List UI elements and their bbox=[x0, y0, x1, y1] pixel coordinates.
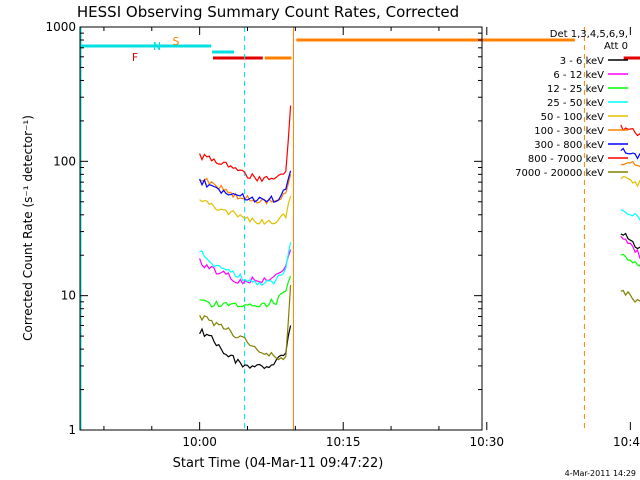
legend-label-6: 300 - 800 keV bbox=[534, 140, 604, 151]
legend-header-0: Det 1,3,4,5,6,9, bbox=[550, 29, 628, 40]
legend-label-4: 50 - 100 keV bbox=[541, 112, 605, 123]
x-tick-label-3: 10:45 bbox=[613, 435, 640, 449]
y-tick-label-2: 100 bbox=[53, 154, 76, 168]
plot-frame bbox=[79, 26, 483, 431]
legend-label-7: 800 - 7000 keV bbox=[528, 154, 604, 165]
y-tick-label-1: 10 bbox=[61, 289, 76, 303]
flag-overlays: F N S bbox=[80, 27, 640, 430]
legend-label-3: 25 - 50 keV bbox=[547, 98, 604, 109]
x-tick-label-1: 10:15 bbox=[326, 435, 361, 449]
series-layer bbox=[199, 105, 640, 370]
x-tick-label-0: 10:00 bbox=[182, 435, 217, 449]
legend-label-8: 7000 - 20000 keV bbox=[515, 168, 604, 179]
footer-date: 4-Mar-2011 14:29 bbox=[565, 469, 636, 478]
x-axis-label: Start Time (04-Mar-11 09:47:22) bbox=[173, 456, 384, 471]
y-axis-label: Corrected Count Rate (s⁻¹ detector⁻¹) bbox=[21, 115, 35, 341]
y-tick-label-0: 1 bbox=[68, 423, 76, 437]
legend: Det 1,3,4,5,6,9,Att 03 - 6 keV 6 - 12 keV… bbox=[515, 29, 628, 179]
series-line-1-seg-0 bbox=[199, 249, 292, 285]
flag-label-F: F bbox=[132, 51, 138, 64]
x-tick-label-2: 10:30 bbox=[469, 435, 504, 449]
legend-label-2: 12 - 25 keV bbox=[547, 84, 604, 95]
series-line-3-seg-0 bbox=[199, 242, 292, 287]
series-line-0-seg-0 bbox=[199, 325, 292, 370]
legend-label-1: 6 - 12 keV bbox=[553, 70, 604, 81]
legend-header-1: Att 0 bbox=[604, 41, 628, 52]
flag-label-S: S bbox=[173, 35, 180, 48]
flag-label-N: N bbox=[153, 40, 161, 53]
series-line-6-seg-0 bbox=[199, 170, 292, 203]
legend-label-5: 100 - 300 keV bbox=[534, 126, 604, 137]
series-line-2-seg-0 bbox=[199, 275, 292, 308]
chart-title: HESSI Observing Summary Count Rates, Cor… bbox=[77, 3, 459, 21]
y-tick-label-3: 1000 bbox=[45, 20, 76, 34]
legend-label-0: 3 - 6 keV bbox=[560, 56, 604, 67]
series-line-4-seg-0 bbox=[199, 196, 292, 226]
series-line-7-seg-0 bbox=[199, 105, 292, 183]
series-line-8-seg-0 bbox=[199, 284, 292, 361]
